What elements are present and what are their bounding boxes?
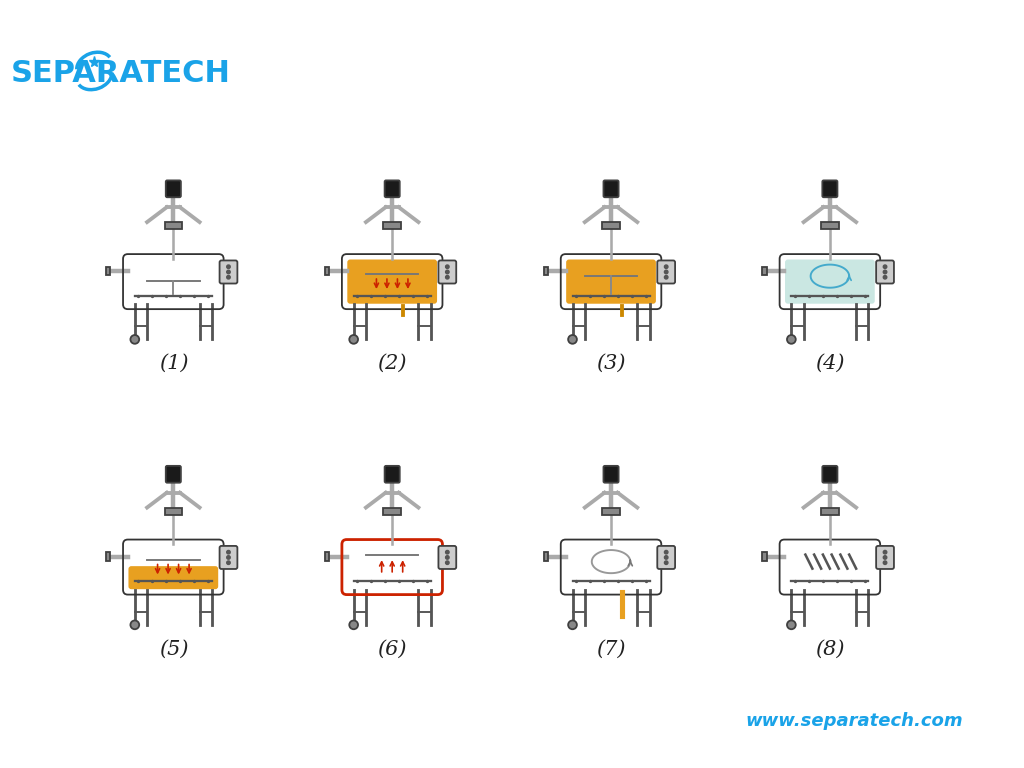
Circle shape	[226, 556, 230, 559]
FancyBboxPatch shape	[438, 260, 457, 283]
Text: (8): (8)	[815, 640, 845, 659]
Circle shape	[445, 265, 450, 269]
Bar	[165, 508, 182, 515]
FancyBboxPatch shape	[347, 260, 437, 303]
Circle shape	[226, 551, 230, 554]
FancyBboxPatch shape	[566, 260, 656, 303]
FancyBboxPatch shape	[877, 546, 894, 569]
Circle shape	[884, 270, 887, 273]
Bar	[165, 222, 182, 229]
Circle shape	[884, 551, 887, 554]
FancyBboxPatch shape	[822, 180, 838, 197]
Circle shape	[226, 561, 230, 564]
Text: SEPARATECH: SEPARATECH	[11, 59, 231, 88]
FancyBboxPatch shape	[603, 180, 618, 197]
Circle shape	[568, 621, 577, 629]
FancyBboxPatch shape	[657, 546, 675, 569]
Circle shape	[884, 556, 887, 559]
Bar	[544, 552, 548, 561]
FancyBboxPatch shape	[822, 466, 838, 483]
Circle shape	[884, 561, 887, 564]
Circle shape	[884, 265, 887, 269]
Circle shape	[665, 556, 668, 559]
Circle shape	[130, 335, 139, 344]
Bar	[602, 222, 620, 229]
Text: (1): (1)	[159, 354, 188, 373]
Bar	[821, 222, 839, 229]
Bar	[602, 508, 620, 515]
FancyBboxPatch shape	[657, 260, 675, 283]
Text: (7): (7)	[596, 640, 626, 659]
Circle shape	[226, 270, 230, 273]
FancyBboxPatch shape	[219, 546, 238, 569]
Circle shape	[665, 265, 668, 269]
Bar	[544, 266, 548, 276]
FancyBboxPatch shape	[128, 566, 218, 589]
FancyBboxPatch shape	[385, 180, 399, 197]
Circle shape	[665, 551, 668, 554]
Bar	[763, 266, 767, 276]
Bar	[325, 552, 329, 561]
Circle shape	[349, 621, 358, 629]
Circle shape	[445, 276, 450, 279]
Text: (6): (6)	[378, 640, 407, 659]
FancyBboxPatch shape	[438, 546, 457, 569]
Circle shape	[665, 270, 668, 273]
Circle shape	[226, 265, 230, 269]
FancyBboxPatch shape	[785, 260, 874, 303]
Circle shape	[787, 335, 796, 344]
FancyBboxPatch shape	[166, 180, 181, 197]
Bar	[325, 266, 329, 276]
Text: (3): (3)	[596, 354, 626, 373]
Circle shape	[568, 335, 577, 344]
Circle shape	[665, 561, 668, 564]
Circle shape	[130, 621, 139, 629]
Circle shape	[445, 556, 450, 559]
Bar	[383, 508, 401, 515]
Circle shape	[884, 276, 887, 279]
Bar	[821, 508, 839, 515]
Circle shape	[665, 276, 668, 279]
Circle shape	[445, 561, 450, 564]
Circle shape	[349, 335, 358, 344]
FancyBboxPatch shape	[166, 466, 181, 483]
Circle shape	[787, 621, 796, 629]
FancyBboxPatch shape	[219, 260, 238, 283]
Bar	[763, 552, 767, 561]
Text: (2): (2)	[378, 354, 407, 373]
Bar	[105, 552, 111, 561]
Text: (4): (4)	[815, 354, 845, 373]
FancyBboxPatch shape	[877, 260, 894, 283]
Text: (5): (5)	[159, 640, 188, 659]
Circle shape	[445, 270, 450, 273]
Bar	[383, 222, 401, 229]
Circle shape	[226, 276, 230, 279]
FancyBboxPatch shape	[385, 466, 399, 483]
FancyBboxPatch shape	[603, 466, 618, 483]
Circle shape	[445, 551, 450, 554]
Bar	[105, 266, 111, 276]
Text: www.separatech.com: www.separatech.com	[745, 712, 964, 730]
